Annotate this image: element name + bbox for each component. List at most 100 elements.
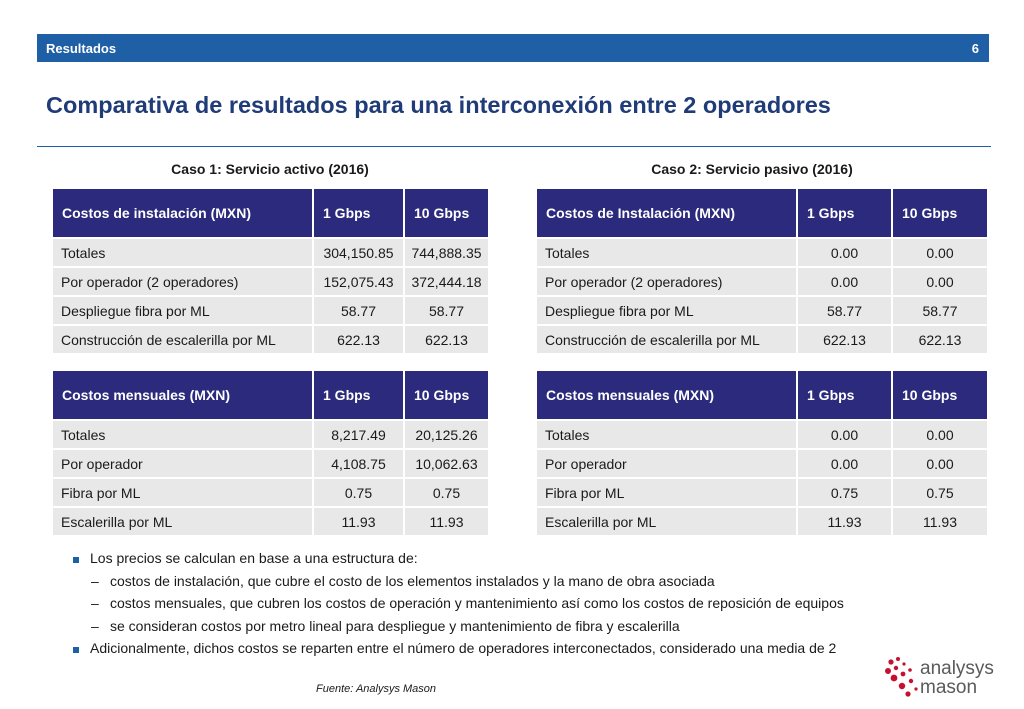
value-1gbps: 58.77 [796,295,893,326]
case1-monthly-header-label: Costos mensuales (MXN) [51,369,314,421]
value-1gbps: 8,217.49 [312,419,405,450]
case2-monthly-table: Costos mensuales (MXN) 1 Gbps 10 Gbps To… [535,369,989,537]
bullet-text: costos de instalación, que cubre el cost… [110,572,715,589]
row-label: Por operador (2 operadores) [535,266,798,297]
value-1gbps: 11.93 [312,506,405,537]
value-1gbps: 0.00 [796,237,893,268]
table-row: Por operador 0.00 0.00 [535,448,989,479]
table-row: Escalerilla por ML 11.93 11.93 [535,506,989,537]
bullet-list: Los precios se calculan en base a una es… [73,549,844,662]
bullet-text: Adicionalmente, dichos costos se reparte… [90,640,837,656]
row-label: Por operador [535,448,798,479]
value-1gbps: 58.77 [312,295,405,326]
value-10gbps: 0.75 [891,477,989,508]
row-label: Totales [535,419,798,450]
table-row: Por operador (2 operadores) 0.00 0.00 [535,266,989,297]
row-label: Totales [51,237,314,268]
table-row: Totales 304,150.85 744,888.35 [51,237,490,268]
dash-bullet-icon: – [91,617,99,634]
logo-line1: analysys [920,658,994,679]
section-label: Resultados [46,41,117,56]
dash-bullet-icon: – [91,595,99,611]
bullet-text: costos mensuales, que cubren los costos … [110,595,844,611]
value-10gbps: 20,125.26 [403,419,490,450]
case1-monthly-header-10gbps: 10 Gbps [403,369,490,421]
row-label: Totales [535,237,798,268]
case2-install-table: Costos de Instalación (MXN) 1 Gbps 10 Gb… [535,187,989,355]
square-bullet-icon [73,549,79,567]
value-1gbps: 622.13 [796,324,893,355]
bullet-text: se consideran costos por metro lineal pa… [110,617,680,634]
value-10gbps: 11.93 [403,506,490,537]
sub-bullet-item: – costos mensuales, que cubren los costo… [73,594,844,617]
table-row: Despliegue fibra por ML 58.77 58.77 [535,295,989,326]
sub-bullet-item: – costos de instalación, que cubre el co… [73,572,844,595]
case2-install-header-label: Costos de Instalación (MXN) [535,187,798,239]
case1-install-table: Costos de instalación (MXN) 1 Gbps 10 Gb… [51,187,490,355]
row-label: Escalerilla por ML [535,506,798,537]
table-row: Fibra por ML 0.75 0.75 [535,477,989,508]
case2-install-header-10gbps: 10 Gbps [891,187,989,239]
case1-title: Caso 1: Servicio activo (2016) [171,161,369,177]
case2-monthly-header-label: Costos mensuales (MXN) [535,369,798,421]
case2-monthly-header-1gbps: 1 Gbps [796,369,893,421]
table-row: Por operador 4,108.75 10,062.63 [51,448,490,479]
value-10gbps: 58.77 [403,295,490,326]
value-1gbps: 0.75 [796,477,893,508]
row-label: Escalerilla por ML [51,506,314,537]
case1-install-header-10gbps: 10 Gbps [403,187,490,239]
value-1gbps: 304,150.85 [312,237,405,268]
row-label: Totales [51,419,314,450]
value-1gbps: 11.93 [796,506,893,537]
logo-line2: mason [920,677,978,698]
row-label: Fibra por ML [535,477,798,508]
row-label: Por operador (2 operadores) [51,266,314,297]
page-number: 6 [971,41,979,56]
header-bar: Resultados 6 [37,34,989,62]
source-note: Fuente: Analysys Mason [316,683,437,695]
value-10gbps: 0.75 [403,477,490,508]
value-1gbps: 0.00 [796,448,893,479]
row-label: Construcción de escalerilla por ML [51,324,314,355]
sub-bullet-item: – se consideran costos por metro lineal … [73,617,844,640]
value-10gbps: 0.00 [891,448,989,479]
value-10gbps: 11.93 [891,506,989,537]
case1-install-header-label: Costos de instalación (MXN) [51,187,314,239]
page-title: Comparativa de resultados para una inter… [46,92,831,118]
value-10gbps: 0.00 [891,237,989,268]
row-label: Fibra por ML [51,477,314,508]
case1-monthly-table: Costos mensuales (MXN) 1 Gbps 10 Gbps To… [51,369,490,537]
dash-bullet-icon: – [91,572,99,589]
value-1gbps: 622.13 [312,324,405,355]
table-row: Fibra por ML 0.75 0.75 [51,477,490,508]
row-label: Construcción de escalerilla por ML [535,324,798,355]
value-10gbps: 622.13 [891,324,989,355]
value-10gbps: 58.77 [891,295,989,326]
case2-monthly-header-10gbps: 10 Gbps [891,369,989,421]
square-bullet-icon [73,639,79,657]
value-1gbps: 0.00 [796,266,893,297]
analysys-mason-logo: analysys mason [884,656,994,700]
row-label: Por operador [51,448,314,479]
table-row: Totales 8,217.49 20,125.26 [51,419,490,450]
value-1gbps: 0.00 [796,419,893,450]
table-row: Totales 0.00 0.00 [535,237,989,268]
value-10gbps: 622.13 [403,324,490,355]
case1-install-header-1gbps: 1 Gbps [312,187,405,239]
table-row: Por operador (2 operadores) 152,075.43 3… [51,266,490,297]
value-1gbps: 0.75 [312,477,405,508]
bullet-text: Los precios se calculan en base a una es… [90,550,418,566]
table-row: Construcción de escalerilla por ML 622.1… [51,324,490,355]
bullet-item: Los precios se calculan en base a una es… [73,549,844,572]
logo-dots-icon [885,657,918,697]
case1-monthly-header-1gbps: 1 Gbps [312,369,405,421]
value-10gbps: 0.00 [891,266,989,297]
case2-title: Caso 2: Servicio pasivo (2016) [651,161,853,177]
row-label: Despliegue fibra por ML [51,295,314,326]
value-1gbps: 152,075.43 [312,266,405,297]
row-label: Despliegue fibra por ML [535,295,798,326]
table-row: Escalerilla por ML 11.93 11.93 [51,506,490,537]
case2-install-header-1gbps: 1 Gbps [796,187,893,239]
value-10gbps: 744,888.35 [403,237,490,268]
table-row: Construcción de escalerilla por ML 622.1… [535,324,989,355]
